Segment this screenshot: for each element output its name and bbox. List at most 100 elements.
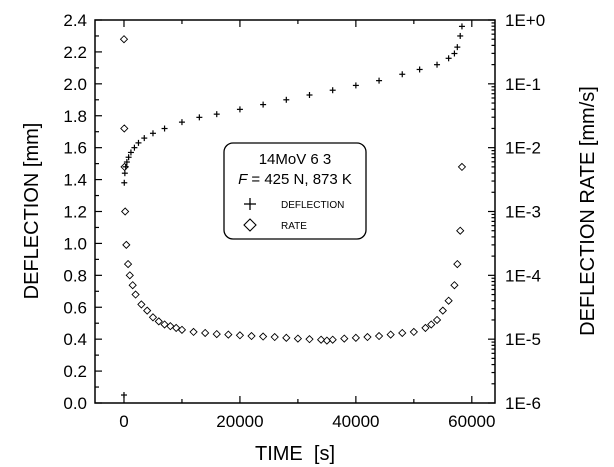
rate-point bbox=[457, 162, 467, 172]
deflection-point bbox=[457, 32, 464, 39]
rate-point bbox=[444, 296, 453, 305]
legend-force-symbol: F bbox=[238, 171, 248, 188]
y-left-tick-label: 0.4 bbox=[63, 330, 87, 349]
rate-point bbox=[409, 327, 418, 337]
deflection-point bbox=[149, 130, 156, 137]
y-right-tick-label: 1E-1 bbox=[505, 75, 541, 94]
rate-point bbox=[453, 259, 462, 269]
deflection-point bbox=[260, 101, 267, 108]
deflection-point bbox=[451, 50, 458, 57]
rate-point bbox=[235, 331, 245, 340]
rate-point bbox=[258, 332, 268, 341]
rate-point bbox=[177, 325, 187, 334]
rate-point bbox=[131, 290, 140, 299]
y-left-tick-label: 1.4 bbox=[63, 171, 87, 190]
deflection-point bbox=[121, 179, 128, 186]
rate-point bbox=[122, 240, 131, 250]
x-tick-label: 60000 bbox=[448, 412, 495, 431]
y-right-tick-label: 1E+0 bbox=[505, 11, 545, 30]
deflection-point bbox=[141, 135, 148, 142]
rate-point bbox=[270, 332, 279, 342]
deflection-point bbox=[178, 119, 185, 126]
rate-point bbox=[363, 332, 372, 342]
rate-point bbox=[166, 322, 175, 331]
rate-point bbox=[386, 330, 395, 339]
rate-point bbox=[328, 335, 337, 344]
deflection-point bbox=[121, 170, 128, 177]
y-left-tick-label: 2.2 bbox=[63, 43, 87, 62]
rate-point bbox=[148, 313, 158, 322]
legend-conditions: = 425 N, 873 K bbox=[247, 171, 352, 188]
rate-point bbox=[427, 320, 436, 329]
rate-point bbox=[450, 281, 459, 290]
deflection-point bbox=[454, 44, 461, 51]
rate-point bbox=[172, 323, 181, 333]
rate-point bbox=[224, 330, 233, 339]
y-left-tick-label: 2.0 bbox=[63, 75, 87, 94]
deflection-point bbox=[352, 82, 359, 89]
y-right-tick-label: 1E-2 bbox=[505, 139, 541, 158]
rate-point bbox=[398, 328, 407, 338]
rate-point bbox=[128, 281, 137, 290]
x-axis-label: TIME [s] bbox=[255, 443, 335, 465]
y-left-tick-label: 0.8 bbox=[63, 266, 87, 285]
tick-labels: 0 20000 40000 60000 0.0 0.2 0.4 0.6 0.8 1.0 1.2 1.4… bbox=[63, 11, 545, 431]
y-right-tick-label: 1E-5 bbox=[505, 330, 541, 349]
rate-series bbox=[119, 35, 467, 345]
deflection-point bbox=[131, 144, 138, 151]
rate-point bbox=[189, 327, 198, 337]
rate-point bbox=[282, 333, 291, 342]
deflection-point bbox=[196, 114, 203, 121]
y-left-tick-label: 1.8 bbox=[63, 107, 87, 126]
deflection-point bbox=[161, 125, 168, 132]
y-axis-label-left: DEFLECTION [mm] bbox=[21, 123, 43, 300]
deflection-point bbox=[236, 106, 243, 113]
deflection-point bbox=[445, 55, 452, 62]
y-left-tick-label: 0.2 bbox=[63, 362, 87, 381]
deflection-point bbox=[213, 111, 220, 118]
rate-point bbox=[123, 259, 133, 269]
deflection-point bbox=[458, 23, 465, 30]
rate-point bbox=[154, 317, 163, 326]
y-right-tick-label: 1E-6 bbox=[505, 394, 541, 413]
rate-point bbox=[137, 300, 146, 309]
y-left-tick-label: 2.4 bbox=[63, 11, 87, 30]
tick-marks bbox=[95, 19, 495, 404]
rate-point bbox=[340, 334, 349, 343]
rate-point bbox=[322, 336, 332, 345]
y-left-tick-label: 1.0 bbox=[63, 234, 87, 253]
rate-point bbox=[125, 271, 134, 280]
rate-point bbox=[438, 306, 447, 315]
deflection-point bbox=[283, 96, 290, 103]
deflection-point bbox=[329, 87, 336, 94]
deflection-point bbox=[399, 71, 406, 78]
rate-point bbox=[247, 331, 256, 341]
rate-point bbox=[119, 35, 129, 44]
legend-plus-icon bbox=[244, 198, 256, 210]
deflection-point bbox=[434, 61, 441, 68]
deflection-point bbox=[125, 154, 132, 161]
rate-point bbox=[120, 162, 129, 172]
rate-point bbox=[160, 320, 169, 329]
x-tick-label: 20000 bbox=[216, 412, 263, 431]
legend-title-line2: F = 425 N, 873 K bbox=[238, 171, 352, 188]
y-left-tick-label: 0.0 bbox=[63, 394, 87, 413]
legend-box bbox=[223, 142, 367, 240]
rate-point bbox=[212, 329, 221, 339]
rate-point bbox=[293, 334, 303, 343]
rate-point bbox=[143, 306, 152, 315]
y-left-tick-label: 0.6 bbox=[63, 298, 87, 317]
deflection-point bbox=[416, 66, 423, 73]
y-left-tick-label: 1.6 bbox=[63, 139, 87, 158]
legend-diamond-icon bbox=[243, 218, 257, 232]
y-axis-label-right: DEFLECTION RATE [mm/s] bbox=[577, 86, 599, 336]
x-tick-label: 40000 bbox=[332, 412, 379, 431]
deflection-point bbox=[127, 149, 134, 156]
y-right-tick-label: 1E-4 bbox=[505, 266, 541, 285]
deflection-point bbox=[120, 392, 127, 399]
rate-point bbox=[456, 226, 465, 235]
rate-point bbox=[374, 331, 384, 341]
rate-point bbox=[120, 124, 129, 133]
deflection-point bbox=[306, 92, 313, 99]
